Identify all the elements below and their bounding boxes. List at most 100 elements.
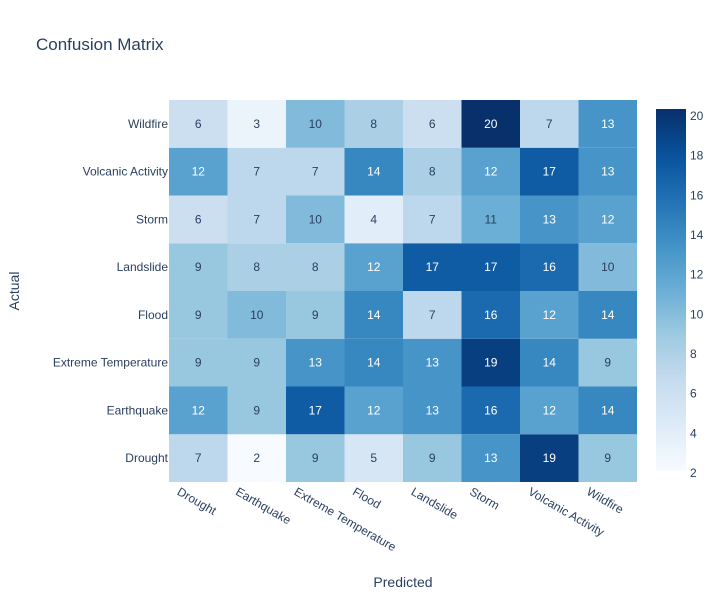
colorbar-tick-label: 8 <box>690 347 697 361</box>
heatmap-cell <box>227 195 286 244</box>
x-tick-label: Storm <box>467 484 502 512</box>
cell-value-label: 12 <box>367 403 381 417</box>
cell-value-label: 7 <box>253 165 260 179</box>
cell-value-label: 8 <box>253 260 260 274</box>
heatmap-cell <box>169 100 228 148</box>
y-tick-label: Flood <box>138 308 168 322</box>
cell-value-label: 4 <box>370 212 377 226</box>
heatmap-cell <box>578 434 637 482</box>
x-tick-label: Drought <box>175 484 220 518</box>
cell-value-label: 13 <box>601 165 615 179</box>
colorbar-tick-label: 4 <box>690 426 697 440</box>
heatmap-cell <box>344 386 403 435</box>
heatmap-cell <box>578 338 637 387</box>
colorbar-ticks: 2 4 6 8 10 12 14 16 18 20 <box>690 109 704 480</box>
heatmap-cell <box>403 291 462 339</box>
cell-value-label: 6 <box>195 117 202 131</box>
heatmap-cell <box>227 434 286 482</box>
cell-value-label: 9 <box>253 356 260 370</box>
heatmap-cell <box>344 434 403 482</box>
heatmap-cell <box>403 100 462 148</box>
cell-value-label: 10 <box>250 308 264 322</box>
cell-value-label: 2 <box>253 451 260 465</box>
colorbar-tick-label: 10 <box>690 307 704 321</box>
heatmap-cell <box>403 434 462 482</box>
colorbar <box>656 109 686 471</box>
cell-value-label: 9 <box>195 260 202 274</box>
heatmap-cell <box>169 338 228 387</box>
cell-value-label: 14 <box>543 356 557 370</box>
heatmap-cell <box>578 243 637 291</box>
cell-value-label: 9 <box>312 451 319 465</box>
y-axis-ticks: Drought Earthquake Extreme Temperature Floo… <box>53 117 169 465</box>
heatmap-cell <box>403 147 462 196</box>
heatmap-cell <box>344 243 403 291</box>
cell-value-label: 14 <box>367 165 381 179</box>
cell-value-label: 10 <box>601 260 615 274</box>
cell-value-label: 7 <box>546 117 553 131</box>
cell-value-label: 17 <box>484 260 498 274</box>
heatmap-cell <box>520 243 579 291</box>
cell-value-label: 12 <box>543 308 557 322</box>
heatmap-cell <box>227 100 286 148</box>
cell-value-label: 17 <box>426 260 440 274</box>
colorbar-tick-label: 14 <box>690 228 704 242</box>
cell-value-label: 10 <box>309 212 323 226</box>
y-tick-label: Earthquake <box>107 403 169 417</box>
cell-value-label: 12 <box>543 403 557 417</box>
cell-value-label: 12 <box>601 212 615 226</box>
heatmap-cell <box>520 434 579 482</box>
heatmap-cell <box>520 100 579 148</box>
heatmap-cell <box>578 386 637 435</box>
colorbar-tick-label: 6 <box>690 387 697 401</box>
cell-value-label: 10 <box>309 117 323 131</box>
chart-title: Confusion Matrix <box>36 35 164 54</box>
cell-value-label: 13 <box>543 212 557 226</box>
heatmap-cells: 7 2 9 5 9 13 19 9 12 9 17 12 13 16 12 14 9 9 13 14 13 19 14 9 9 1… <box>169 100 637 482</box>
y-tick-label: Drought <box>125 451 168 465</box>
y-tick-label: Landslide <box>117 260 169 274</box>
heatmap-cell <box>286 243 345 291</box>
heatmap-cell <box>286 434 345 482</box>
cell-value-label: 8 <box>429 165 436 179</box>
cell-value-label: 14 <box>601 308 615 322</box>
heatmap-cell <box>520 291 579 339</box>
cell-value-label: 9 <box>253 403 260 417</box>
heatmap-cell <box>520 147 579 196</box>
colorbar-tick-label: 20 <box>690 109 704 123</box>
cell-value-label: 13 <box>426 403 440 417</box>
cell-value-label: 9 <box>429 451 436 465</box>
x-tick-label: Extreme Temperature <box>292 484 399 554</box>
cell-value-label: 19 <box>543 451 557 465</box>
heatmap-cell <box>461 434 520 482</box>
cell-value-label: 9 <box>312 308 319 322</box>
cell-value-label: 7 <box>429 308 436 322</box>
cell-value-label: 17 <box>543 165 557 179</box>
heatmap-cell <box>403 386 462 435</box>
cell-value-label: 9 <box>195 356 202 370</box>
cell-value-label: 13 <box>426 356 440 370</box>
cell-value-label: 14 <box>367 356 381 370</box>
cell-value-label: 16 <box>543 260 557 274</box>
cell-value-label: 13 <box>309 356 323 370</box>
cell-value-label: 7 <box>312 165 319 179</box>
x-tick-label: Earthquake <box>233 484 293 527</box>
cell-value-label: 12 <box>192 165 206 179</box>
heatmap-cell <box>461 100 520 148</box>
cell-value-label: 20 <box>484 117 498 131</box>
heatmap-cell <box>169 195 228 244</box>
heatmap-cell <box>169 147 228 196</box>
heatmap-cell <box>344 100 403 148</box>
heatmap-cell <box>520 338 579 387</box>
cell-value-label: 7 <box>429 212 436 226</box>
cell-value-label: 3 <box>253 117 260 131</box>
heatmap-cell <box>578 291 637 339</box>
x-axis-title: Predicted <box>373 574 432 590</box>
cell-value-label: 16 <box>484 308 498 322</box>
cell-value-label: 19 <box>484 356 498 370</box>
y-tick-label: Wildfire <box>128 117 168 131</box>
heatmap-cell <box>461 386 520 435</box>
y-axis-title: Actual <box>6 272 22 311</box>
